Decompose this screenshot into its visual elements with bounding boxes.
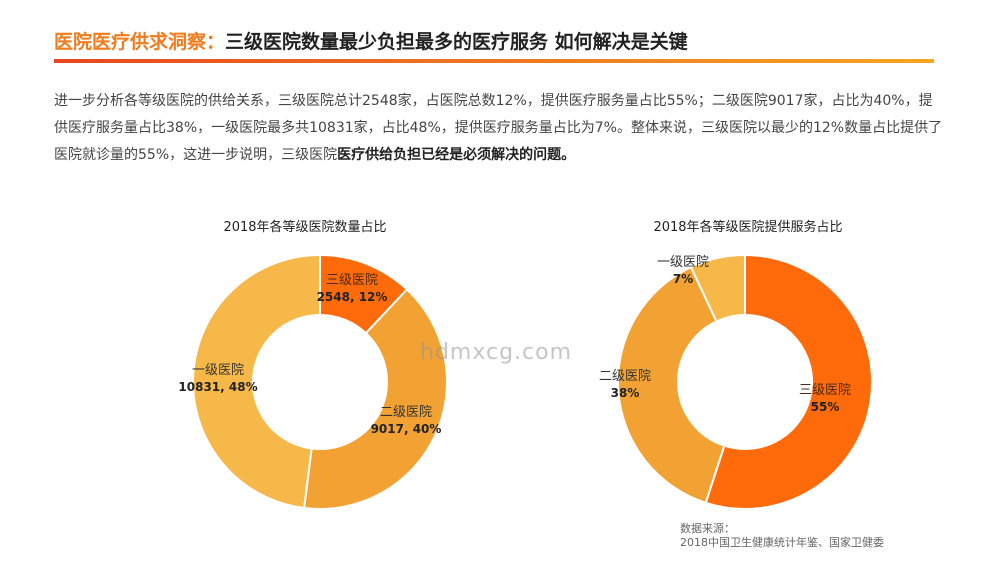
analysis-paragraph: 进一步分析各等级医院的供给关系，三级医院总计2548家，占医院总数12%，提供医… xyxy=(54,88,944,169)
data-source-text: 2018中国卫生健康统计年鉴、国家卫健委 xyxy=(680,536,884,549)
slice-value-label-level-1: 7% xyxy=(673,272,693,286)
slice-name-label-level-2: 二级医院 xyxy=(599,369,651,384)
data-source: 数据来源： 2018中国卫生健康统计年鉴、国家卫健委 xyxy=(680,522,884,550)
donut-slice-level-1 xyxy=(689,253,746,323)
chart-1-title: 2018年各等级医院数量占比 xyxy=(223,220,387,235)
page-title: 医院医疗供求洞察：三级医院数量最少负担最多的医疗服务 如何解决是关键 xyxy=(54,27,688,54)
donut-slice-level-3 xyxy=(704,253,873,510)
donut-slice-level-2 xyxy=(617,265,726,505)
chart-2-title: 2018年各等级医院提供服务占比 xyxy=(653,220,843,235)
slice-name-label-level-1: 一级医院 xyxy=(192,363,244,378)
slice-value-label-level-2: 9017, 40% xyxy=(371,422,442,436)
watermark-text: hdmxcg.com xyxy=(420,340,573,365)
page-title-accent: 医院医疗供求洞察： xyxy=(54,31,226,53)
hospital-service-donut-chart: 三级医院 55% 二级医院 38% 一级医院 7% xyxy=(599,253,873,510)
slice-name-label-level-2: 二级医院 xyxy=(380,405,432,420)
analysis-emphasis: 医疗供给负担已经是必须解决的问题。 xyxy=(337,147,576,163)
slice-value-label-level-3: 55% xyxy=(811,400,840,414)
slice-name-label-level-1: 一级医院 xyxy=(657,255,709,270)
slice-value-label-level-1: 10831, 48% xyxy=(178,380,257,394)
slice-name-label-level-3: 三级医院 xyxy=(326,273,378,288)
data-source-label: 数据来源： xyxy=(680,522,735,535)
title-underline xyxy=(54,59,934,63)
donut-slice-level-1 xyxy=(192,253,321,510)
hospital-count-donut-chart: 三级医院 2548, 12% 二级医院 9017, 40% 一级医院 10831, 48% xyxy=(178,253,448,510)
slice-name-label-level-3: 三级医院 xyxy=(799,383,851,398)
page-title-main: 三级医院数量最少负担最多的医疗服务 如何解决是关键 xyxy=(225,31,688,53)
donut-slice-level-2 xyxy=(302,288,448,510)
slice-value-label-level-2: 38% xyxy=(611,386,640,400)
slice-value-label-level-3: 2548, 12% xyxy=(317,290,388,304)
analysis-text: 进一步分析各等级医院的供给关系，三级医院总计2548家，占医院总数12%，提供医… xyxy=(54,93,943,163)
